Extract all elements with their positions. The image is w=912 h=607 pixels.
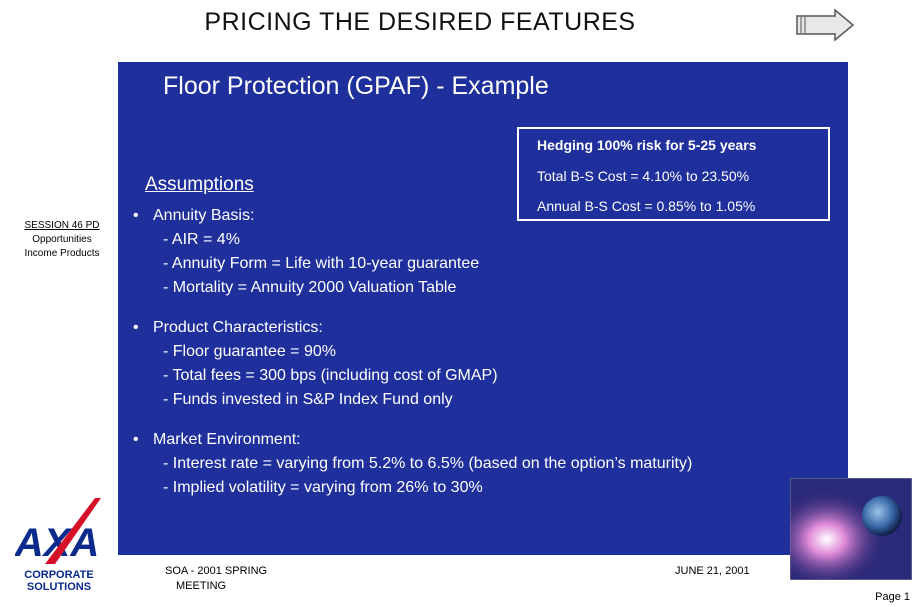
footer-date: JUNE 21, 2001 [675,565,750,577]
next-arrow[interactable] [795,8,857,42]
bullet-label: Market Environment: [153,431,301,448]
bullet-label: Product Characteristics: [153,319,323,336]
bullet-dot: • [133,319,139,336]
bullet-item: - Funds invested in S&P Index Fund only [163,391,453,408]
slide-subtitle: Floor Protection (GPAF) - Example [163,72,549,100]
logo-text: CORPORATE [24,569,93,581]
summary-box [517,127,830,221]
box-line: Hedging 100% risk for 5-25 years [537,137,757,153]
footer-event: SOA - 2001 SPRING [165,565,268,577]
bullet-item: - Implied volatility = varying from 26% … [163,479,483,496]
earth-image [790,478,912,580]
bullet-item: - Interest rate = varying from 5.2% to 6… [163,455,693,472]
bullet-dot: • [133,207,139,224]
bullet-item: - Mortality = Annuity 2000 Valuation Tab… [163,279,457,296]
bullet-item: - Total fees = 300 bps (including cost o… [163,367,498,384]
side-line: Opportunities [32,234,92,245]
bullet-dot: • [133,431,139,448]
heading: Assumptions [145,174,254,195]
bullet-item: - Annuity Form = Life with 10-year guara… [163,255,480,272]
slide-title: PRICING THE DESIRED FEATURES [204,8,636,36]
box-line: Total B-S Cost = 4.10% to 23.50% [537,168,750,184]
logo: AXA CORPORATE SOLUTIONS [15,498,101,593]
bullet-item: - Floor guarantee = 90% [163,343,336,360]
bullet-item: - AIR = 4% [163,231,240,248]
page-number: Page 1 [875,591,910,603]
footer-event: MEETING [176,580,227,592]
bullet-label: Annuity Basis: [153,207,255,224]
session: SESSION 46 PD [24,220,100,231]
logo-text: SOLUTIONS [27,581,91,593]
content-panel [118,62,848,555]
side-line: Income Products [24,248,100,259]
box-line: Annual B-S Cost = 0.85% to 1.05% [537,198,756,214]
